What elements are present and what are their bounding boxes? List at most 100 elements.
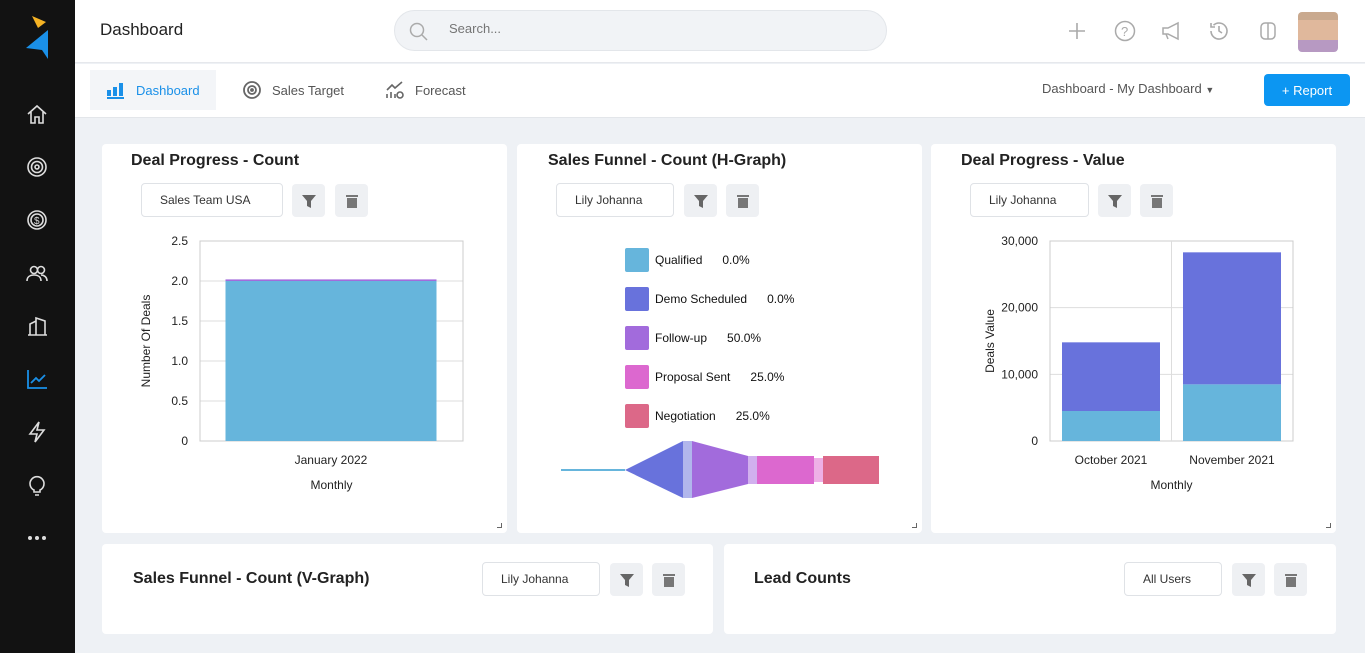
funnel-chart bbox=[561, 441, 879, 498]
more-icon[interactable] bbox=[22, 523, 52, 553]
add-report-button[interactable]: + Report bbox=[1264, 74, 1350, 106]
user-filter-select[interactable]: Lily Johanna bbox=[970, 183, 1089, 217]
delete-button[interactable] bbox=[1140, 184, 1173, 217]
y-tick-label: 1.5 bbox=[171, 314, 188, 328]
resize-handle[interactable] bbox=[1326, 523, 1331, 528]
home-icon[interactable] bbox=[22, 99, 52, 129]
help-icon[interactable]: ? bbox=[1112, 18, 1138, 44]
legend-item[interactable]: Demo Scheduled 0.0% bbox=[625, 287, 794, 311]
tab-label: Sales Target bbox=[272, 82, 345, 98]
caret-down-icon: ▼ bbox=[1205, 85, 1215, 95]
tab-forecast[interactable]: Forecast bbox=[369, 70, 482, 110]
bar-chart-icon bbox=[107, 83, 124, 99]
team-filter-select[interactable]: Sales Team USA bbox=[141, 183, 283, 217]
dashboard-selector-label: Dashboard - My Dashboard bbox=[1042, 81, 1202, 96]
legend-label: Demo Scheduled bbox=[655, 292, 748, 306]
delete-button[interactable] bbox=[652, 563, 685, 596]
megaphone-icon[interactable] bbox=[1159, 18, 1185, 44]
plus-icon[interactable] bbox=[1064, 18, 1090, 44]
card-deal-progress-value: Deal Progress - Value Lily Johanna 30,00… bbox=[931, 144, 1336, 533]
legend-label: Proposal Sent bbox=[655, 370, 731, 384]
legend-label: Qualified bbox=[655, 253, 703, 267]
history-icon[interactable] bbox=[1206, 18, 1232, 44]
x-axis-label: Monthly bbox=[310, 478, 352, 492]
tab-bar: Dashboard Sales Target Forecast Dashboar… bbox=[75, 64, 1365, 118]
dashboard-selector[interactable]: Dashboard - My Dashboard ▼ bbox=[1042, 81, 1214, 96]
trash-icon bbox=[1150, 194, 1163, 208]
trash-icon bbox=[662, 573, 675, 587]
legend-percent: 25.0% bbox=[735, 409, 770, 423]
avatar[interactable] bbox=[1298, 12, 1338, 52]
delete-button[interactable] bbox=[1274, 563, 1307, 596]
funnel-connector bbox=[683, 441, 692, 498]
funnel-segment-demo-scheduled bbox=[625, 441, 683, 498]
switch-icon[interactable] bbox=[1255, 18, 1281, 44]
svg-text:$: $ bbox=[34, 216, 40, 227]
user-filter-select[interactable]: Lily Johanna bbox=[556, 183, 674, 217]
funnel-connector bbox=[814, 458, 823, 482]
filter-icon bbox=[619, 573, 634, 587]
legend-label: Negotiation bbox=[655, 409, 716, 423]
trash-icon bbox=[1284, 573, 1297, 587]
dollar-icon[interactable]: $ bbox=[22, 205, 52, 235]
y-axis-label: Deals Value bbox=[983, 309, 997, 373]
tab-label: Forecast bbox=[415, 82, 466, 98]
legend-swatch bbox=[625, 404, 649, 428]
filter-button[interactable] bbox=[292, 184, 325, 217]
tab-dashboard[interactable]: Dashboard bbox=[90, 70, 216, 110]
card-title: Sales Funnel - Count (V-Graph) bbox=[133, 570, 370, 587]
target-icon[interactable] bbox=[22, 152, 52, 182]
y-axis-label: Number Of Deals bbox=[139, 295, 153, 388]
filter-button[interactable] bbox=[1098, 184, 1131, 217]
users-icon[interactable] bbox=[22, 258, 52, 288]
resize-handle[interactable] bbox=[912, 523, 917, 528]
resize-handle[interactable] bbox=[497, 523, 502, 528]
user-filter-select[interactable]: All Users bbox=[1124, 562, 1222, 596]
funnel-segment-negotiation bbox=[823, 456, 879, 484]
lightbulb-icon[interactable] bbox=[22, 470, 52, 500]
x-tick-label: November 2021 bbox=[1189, 453, 1275, 467]
legend-item[interactable]: Proposal Sent 25.0% bbox=[625, 365, 784, 389]
legend-label: Follow-up bbox=[655, 331, 708, 345]
funnel-segment-follow-up bbox=[692, 441, 748, 498]
lightning-icon[interactable] bbox=[22, 417, 52, 447]
filter-icon bbox=[693, 194, 708, 208]
buildings-icon[interactable] bbox=[22, 311, 52, 341]
bar-lower bbox=[1183, 384, 1281, 441]
legend-percent: 0.0% bbox=[722, 253, 750, 267]
card-lead-counts: Lead Counts All Users bbox=[724, 544, 1336, 634]
search-input[interactable] bbox=[449, 21, 829, 36]
legend-item[interactable]: Qualified 0.0% bbox=[625, 248, 750, 272]
forecast-icon bbox=[386, 81, 404, 99]
legend-item[interactable]: Follow-up 50.0% bbox=[625, 326, 761, 350]
bar-upper bbox=[1183, 252, 1281, 385]
legend-swatch bbox=[625, 365, 649, 389]
y-tick-label: 30,000 bbox=[1001, 234, 1038, 248]
tab-sales-target[interactable]: Sales Target bbox=[226, 70, 360, 110]
filter-button[interactable] bbox=[684, 184, 717, 217]
chart-line-icon[interactable] bbox=[22, 364, 52, 394]
search-icon bbox=[409, 22, 428, 41]
legend-percent: 0.0% bbox=[767, 292, 795, 306]
delete-button[interactable] bbox=[726, 184, 759, 217]
card-title: Deal Progress - Value bbox=[961, 152, 1125, 169]
search-bar[interactable] bbox=[394, 10, 887, 51]
trash-icon bbox=[736, 194, 749, 208]
deal-count-chart: 2.5 2.0 1.5 1.0 0.5 0 January 2022 Monthly Numbe… bbox=[139, 234, 464, 492]
sidebar: $ bbox=[0, 0, 75, 653]
y-tick-label: 2.5 bbox=[171, 234, 188, 248]
y-tick-label: 0 bbox=[1031, 434, 1038, 448]
deal-value-chart: 30,000 20,000 10,000 0 October 2021 November … bbox=[983, 234, 1294, 492]
filter-button[interactable] bbox=[1232, 563, 1265, 596]
delete-button[interactable] bbox=[335, 184, 368, 217]
user-filter-select[interactable]: Lily Johanna bbox=[482, 562, 600, 596]
tab-label: Dashboard bbox=[136, 82, 200, 98]
svg-text:?: ? bbox=[1121, 24, 1128, 39]
filter-button[interactable] bbox=[610, 563, 643, 596]
x-tick-label: January 2022 bbox=[295, 453, 368, 467]
legend-item[interactable]: Negotiation 25.0% bbox=[625, 404, 770, 428]
y-tick-label: 0 bbox=[181, 434, 188, 448]
top-header: Dashboard ? bbox=[75, 0, 1365, 63]
filter-icon bbox=[1241, 573, 1256, 587]
app-logo[interactable] bbox=[22, 14, 50, 65]
